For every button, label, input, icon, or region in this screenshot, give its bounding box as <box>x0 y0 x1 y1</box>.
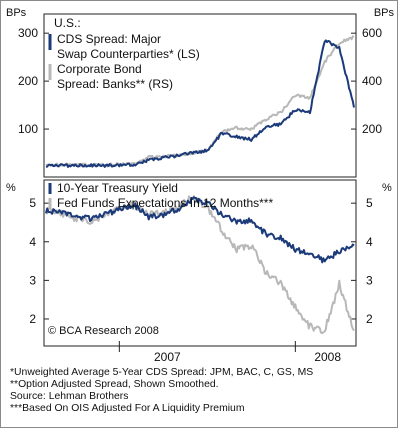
top-panel-title: U.S.: <box>54 16 81 30</box>
top-left-tick-label: 100 <box>18 122 38 136</box>
top-right-tick-label: 600 <box>362 26 382 40</box>
legend-label-cds-line2: Swap Counterparties* (LS) <box>57 47 200 61</box>
top-left-tick-label: 200 <box>18 74 38 88</box>
top-right-tick-label: 400 <box>362 74 382 88</box>
legend-label-corp-line1: Corporate Bond <box>57 62 142 76</box>
legend-label-fedfunds: Fed Funds Expectations In 12 Months*** <box>57 196 273 210</box>
top-left-tick-label: 300 <box>18 26 38 40</box>
legend-label-treasury: 10-Year Treasury Yield <box>57 181 178 195</box>
bottom-panel-border <box>43 179 357 347</box>
bottom-right-tick-label: 3 <box>366 273 373 287</box>
bottom-right-tick-label: 5 <box>366 196 373 210</box>
bottom-right-axis-unit: % <box>382 182 392 194</box>
bottom-right-tick-label: 4 <box>366 235 373 249</box>
x-tick-label-2008: 2008 <box>314 350 341 364</box>
legend-label-corp-line2: Spread: Banks** (RS) <box>57 77 173 91</box>
top-right-tick-label: 200 <box>362 122 382 136</box>
footnote-3: Source: Lehman Brothers <box>10 391 129 402</box>
top-left-axis-unit: BPs <box>6 7 27 19</box>
footnote-2: **Option Adjusted Spread, Shown Smoothed… <box>10 379 219 390</box>
bottom-left-tick-label: 2 <box>29 312 36 326</box>
bottom-right-tick-label: 2 <box>366 312 373 326</box>
top-right-axis-unit: BPs <box>374 7 395 19</box>
bottom-left-tick-label: 3 <box>29 273 36 287</box>
bottom-left-tick-label: 5 <box>29 196 36 210</box>
treasury-yield-line <box>45 196 355 264</box>
cds-spread-line <box>45 39 355 168</box>
footnote-4: ***Based On OIS Adjusted For A Liquidity… <box>10 403 245 414</box>
bottom-left-axis-unit: % <box>6 182 16 194</box>
x-tick-label-2007: 2007 <box>154 350 181 364</box>
bottom-left-tick-label: 4 <box>29 235 36 249</box>
legend-label-cds-line1: CDS Spread: Major <box>57 32 161 46</box>
copyright-annotation: © BCA Research 2008 <box>48 325 159 337</box>
top-panel-border <box>43 13 357 178</box>
footnote-1: *Unweighted Average 5-Year CDS Spread: J… <box>10 367 314 378</box>
